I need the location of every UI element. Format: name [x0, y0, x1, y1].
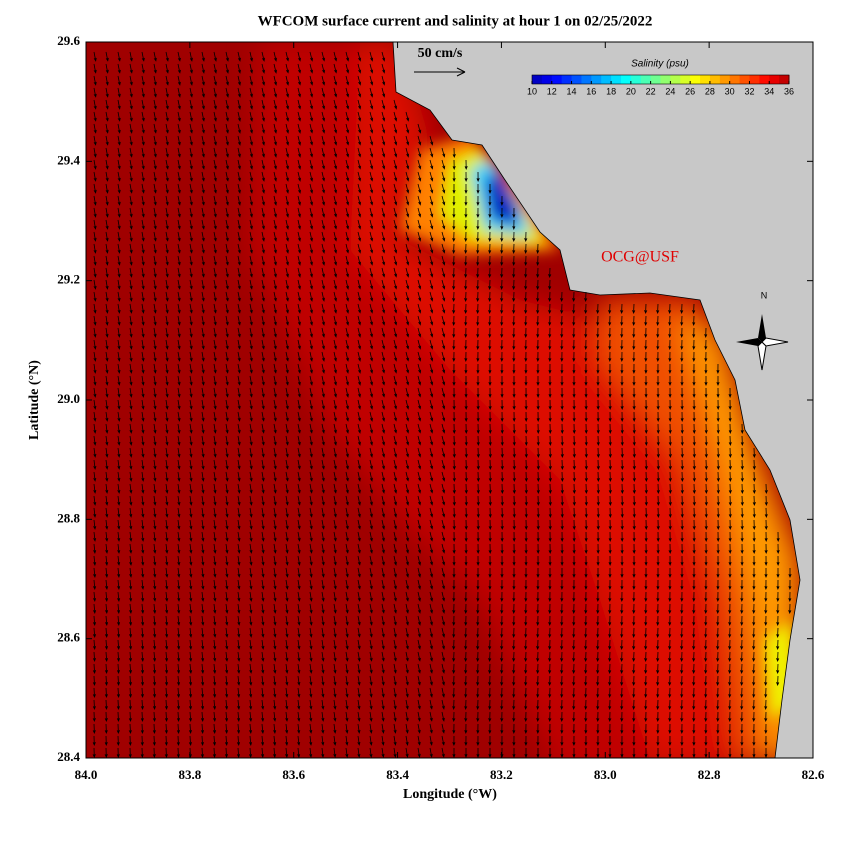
colorbar-bin	[551, 75, 563, 84]
y-tick-label: 29.0	[57, 391, 80, 406]
colorbar-bin	[709, 75, 721, 84]
salinity-field	[86, 42, 813, 758]
colorbar-bin	[779, 75, 790, 84]
colorbar-bin	[729, 75, 741, 84]
colorbar-bin	[660, 75, 671, 84]
compass-label: N	[761, 290, 768, 300]
colorbar-bin	[561, 75, 573, 84]
x-tick-label: 82.6	[802, 767, 825, 782]
colorbar-bin	[591, 75, 602, 84]
x-axis-label: Longitude (°W)	[403, 787, 497, 802]
y-tick-label: 28.6	[57, 630, 80, 645]
colorbar-bin	[769, 75, 780, 84]
y-axis-label: Latitude (°N)	[27, 360, 42, 440]
colorbar-bin	[601, 75, 612, 84]
colorbar-tick-label: 14	[567, 86, 577, 96]
colorbar-tick-label: 32	[744, 86, 754, 96]
colorbar-bin	[581, 75, 592, 84]
colorbar-title: Salinity (psu)	[631, 59, 689, 70]
colorbar-bin	[700, 75, 711, 84]
colorbar: 10 12 14 16 18 20 22 24 26 28 30 32 34 36	[527, 74, 794, 96]
x-tick-label: 83.6	[282, 767, 305, 782]
colorbar-tick-label: 24	[665, 86, 675, 96]
current-vectors	[92, 51, 792, 758]
colorbar-bin	[759, 75, 770, 84]
y-tick-label: 29.4	[57, 152, 80, 167]
colorbar-tick-label: 16	[586, 86, 596, 96]
compass: N	[736, 290, 789, 371]
colorbar-tick-label: 28	[705, 86, 715, 96]
x-tick-label: 83.8	[178, 767, 201, 782]
x-tick-label: 83.4	[386, 767, 409, 782]
colorbar-bin	[650, 75, 661, 84]
colorbar-bin	[640, 75, 652, 84]
title: WFCOM surface current and salinity at ho…	[258, 13, 653, 29]
x-tick-label: 83.2	[490, 767, 513, 782]
x-tick-label: 84.0	[75, 767, 98, 782]
land	[392, 42, 813, 758]
colorbar-tick-label: 18	[606, 86, 616, 96]
colorbar-tick-label: 22	[646, 86, 656, 96]
colorbar-tick-label: 12	[547, 86, 557, 96]
colorbar-bin	[630, 75, 642, 84]
y-tick-label: 29.6	[57, 33, 80, 48]
colorbar-bin	[611, 75, 622, 84]
colorbar-bin	[739, 75, 750, 84]
y-tick-label: 29.2	[57, 272, 80, 287]
colorbar-tick-label: 36	[784, 86, 794, 96]
current-vector-field	[92, 51, 792, 758]
scale-label: 50 cm/s	[418, 46, 463, 61]
colorbar-bin	[680, 75, 691, 84]
colorbar-bin	[532, 75, 543, 84]
y-tick-label: 28.8	[57, 510, 80, 525]
colorbar-bin	[749, 75, 760, 84]
colorbar-tick-label: 30	[725, 86, 735, 96]
colorbar-tick-label: 34	[764, 86, 774, 96]
colorbar-tick-label: 26	[685, 86, 695, 96]
x-tick-label: 82.8	[698, 767, 721, 782]
colorbar-frame	[531, 74, 790, 85]
colorbar-tick-label: 20	[626, 86, 636, 96]
credit: OCG@USF	[601, 249, 679, 266]
colorbar-tick-label: 10	[527, 86, 537, 96]
colorbar-bin	[670, 75, 681, 84]
scale-arrow	[414, 67, 466, 77]
colorbar-bin	[719, 75, 731, 84]
colorbar-bin	[541, 75, 553, 84]
y-tick-label: 28.4	[57, 749, 80, 764]
colorbar-bin	[620, 75, 632, 84]
axes: 84.0 83.8 83.6 83.4 83.2 83.0 82.8 82.6 28.4 28.6…	[57, 33, 825, 782]
colorbar-bin	[690, 75, 701, 84]
x-tick-label: 83.0	[594, 767, 617, 782]
colorbar-bin	[571, 75, 582, 84]
